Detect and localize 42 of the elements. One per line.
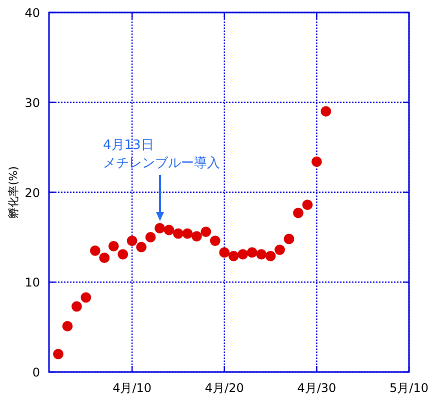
point bbox=[182, 228, 193, 239]
y-tick-label: 20 bbox=[24, 186, 40, 200]
point bbox=[136, 242, 147, 252]
point bbox=[311, 156, 322, 167]
point bbox=[80, 292, 92, 303]
point bbox=[108, 240, 119, 252]
point bbox=[320, 106, 332, 117]
point bbox=[246, 247, 258, 258]
point bbox=[62, 320, 73, 332]
point bbox=[173, 228, 184, 239]
point bbox=[302, 200, 313, 210]
x-tick-label: 4月/10 bbox=[112, 381, 152, 395]
point bbox=[164, 224, 174, 236]
point bbox=[118, 249, 128, 260]
point bbox=[293, 208, 304, 218]
point bbox=[154, 223, 165, 234]
x-tick-label: 4月/20 bbox=[204, 381, 244, 395]
point bbox=[200, 226, 212, 237]
point bbox=[99, 252, 110, 264]
point bbox=[265, 250, 276, 262]
point bbox=[126, 236, 138, 246]
point bbox=[256, 249, 267, 260]
y-tick-label: 30 bbox=[24, 96, 40, 110]
annotation: 4月13日 bbox=[103, 138, 154, 153]
point bbox=[284, 234, 294, 244]
y-axis-title: 孵化率(%) bbox=[7, 166, 20, 218]
point bbox=[90, 245, 100, 256]
point bbox=[210, 236, 220, 246]
point bbox=[274, 244, 285, 255]
y-tick-label: 10 bbox=[24, 276, 40, 290]
x-tick-label: 5月/10 bbox=[390, 381, 428, 395]
point bbox=[71, 301, 82, 312]
annotation: メチレンブルー導入 bbox=[103, 156, 220, 171]
y-tick-label: 40 bbox=[24, 6, 40, 20]
point bbox=[238, 249, 248, 260]
point bbox=[191, 231, 202, 242]
point bbox=[228, 250, 239, 262]
point bbox=[145, 232, 156, 242]
x-tick-label: 4月/30 bbox=[297, 381, 336, 395]
point bbox=[219, 247, 230, 258]
point bbox=[53, 348, 64, 360]
y-tick-label: 0 bbox=[32, 366, 40, 380]
